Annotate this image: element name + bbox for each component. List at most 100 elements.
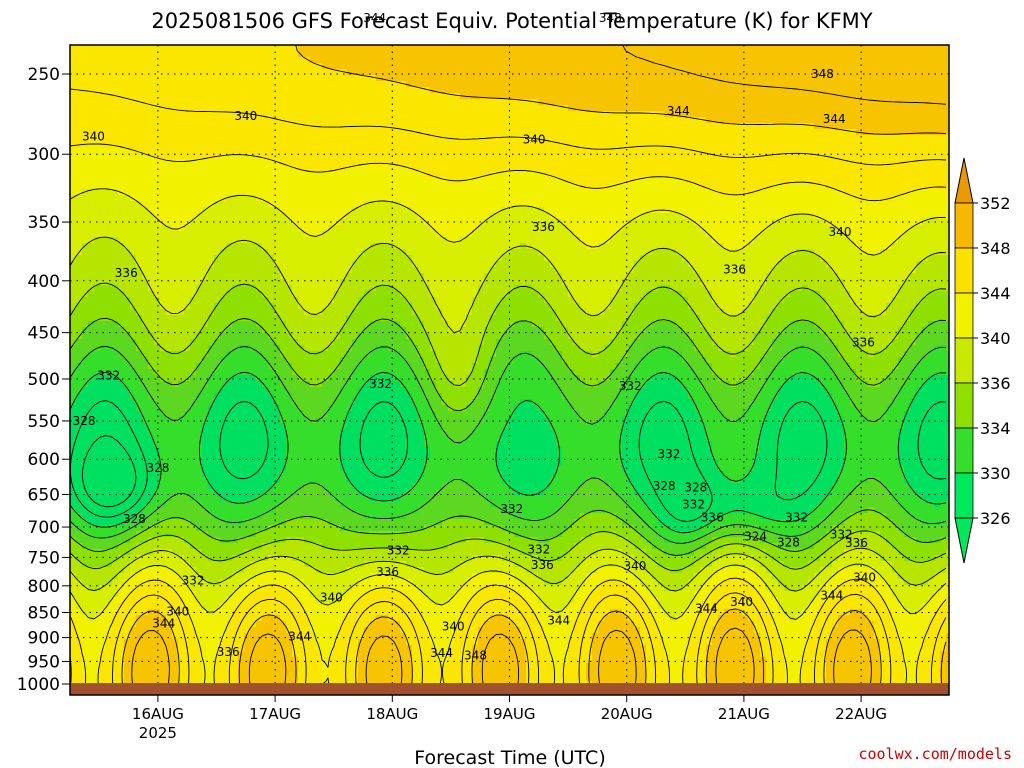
field-cell xyxy=(574,45,581,52)
field-cell xyxy=(460,105,467,112)
field-cell xyxy=(190,81,197,88)
field-cell xyxy=(142,135,149,142)
field-cell xyxy=(562,45,569,52)
field-cell xyxy=(430,93,437,100)
field-cell xyxy=(706,87,713,94)
field-cell xyxy=(724,51,731,58)
field-cell xyxy=(736,87,743,94)
field-cell xyxy=(424,99,431,106)
field-cell xyxy=(118,57,125,64)
field-cell xyxy=(346,81,353,88)
field-cell xyxy=(166,117,173,124)
field-cell xyxy=(922,123,929,130)
field-cell xyxy=(106,111,113,118)
field-cell xyxy=(118,69,125,76)
field-cell xyxy=(418,135,425,142)
field-cell xyxy=(70,45,77,52)
field-cell xyxy=(844,75,851,82)
field-cell xyxy=(166,63,173,70)
field-cell xyxy=(154,51,161,58)
field-cell xyxy=(844,99,851,106)
field-cell xyxy=(760,105,767,112)
field-cell xyxy=(160,51,167,58)
field-cell xyxy=(394,51,401,58)
field-cell xyxy=(910,93,917,100)
field-cell xyxy=(136,117,143,124)
field-cell xyxy=(238,129,245,136)
field-cell xyxy=(520,117,527,124)
field-cell xyxy=(868,69,875,76)
field-cell xyxy=(772,45,779,52)
field-cell xyxy=(766,93,773,100)
field-cell xyxy=(538,45,545,52)
field-cell xyxy=(178,87,185,94)
field-cell xyxy=(340,105,347,112)
field-cell xyxy=(646,69,653,76)
field-cell xyxy=(136,75,143,82)
field-cell xyxy=(250,69,257,76)
field-cell xyxy=(832,81,839,88)
field-cell xyxy=(664,81,671,88)
field-cell xyxy=(328,123,335,130)
field-cell xyxy=(532,51,539,58)
field-cell xyxy=(460,111,467,118)
field-cell xyxy=(562,63,569,70)
field-cell xyxy=(784,57,791,64)
field-cell xyxy=(700,129,707,136)
field-cell xyxy=(934,99,941,106)
field-cell xyxy=(466,45,473,52)
field-cell xyxy=(298,69,305,76)
field-cell xyxy=(916,105,923,112)
field-cell xyxy=(118,135,125,142)
field-cell xyxy=(538,93,545,100)
field-cell xyxy=(220,57,227,64)
field-cell xyxy=(694,135,701,142)
field-cell xyxy=(118,63,125,70)
field-cell xyxy=(712,81,719,88)
field-cell xyxy=(178,57,185,64)
field-cell xyxy=(196,111,203,118)
field-cell xyxy=(880,75,887,82)
field-cell xyxy=(472,81,479,88)
field-cell xyxy=(316,51,323,58)
field-cell xyxy=(484,93,491,100)
field-cell xyxy=(550,135,557,142)
field-cell xyxy=(304,99,311,106)
field-cell xyxy=(658,75,665,82)
field-cell xyxy=(460,45,467,52)
field-cell xyxy=(130,93,137,100)
field-cell xyxy=(748,57,755,64)
field-cell xyxy=(220,117,227,124)
field-cell xyxy=(646,135,653,142)
field-cell xyxy=(718,129,725,136)
field-cell xyxy=(136,63,143,70)
field-cell xyxy=(646,129,653,136)
field-cell xyxy=(748,87,755,94)
field-cell xyxy=(544,51,551,58)
field-cell xyxy=(574,87,581,94)
field-cell xyxy=(514,105,521,112)
field-cell xyxy=(490,105,497,112)
field-cell xyxy=(250,51,257,58)
field-cell xyxy=(256,87,263,94)
field-cell xyxy=(382,63,389,70)
field-cell xyxy=(424,105,431,112)
field-cell xyxy=(178,135,185,142)
field-cell xyxy=(616,93,623,100)
field-cell xyxy=(352,93,359,100)
field-cell xyxy=(244,51,251,58)
field-cell xyxy=(382,93,389,100)
field-cell xyxy=(292,105,299,112)
field-cell xyxy=(454,45,461,52)
field-cell xyxy=(298,87,305,94)
field-cell xyxy=(190,87,197,94)
field-cell xyxy=(112,69,119,76)
field-cell xyxy=(352,75,359,82)
field-cell xyxy=(190,63,197,70)
field-cell xyxy=(124,81,131,88)
field-cell xyxy=(754,117,761,124)
field-cell xyxy=(850,87,857,94)
field-cell xyxy=(370,111,377,118)
field-cell xyxy=(640,117,647,124)
field-cell xyxy=(478,63,485,70)
